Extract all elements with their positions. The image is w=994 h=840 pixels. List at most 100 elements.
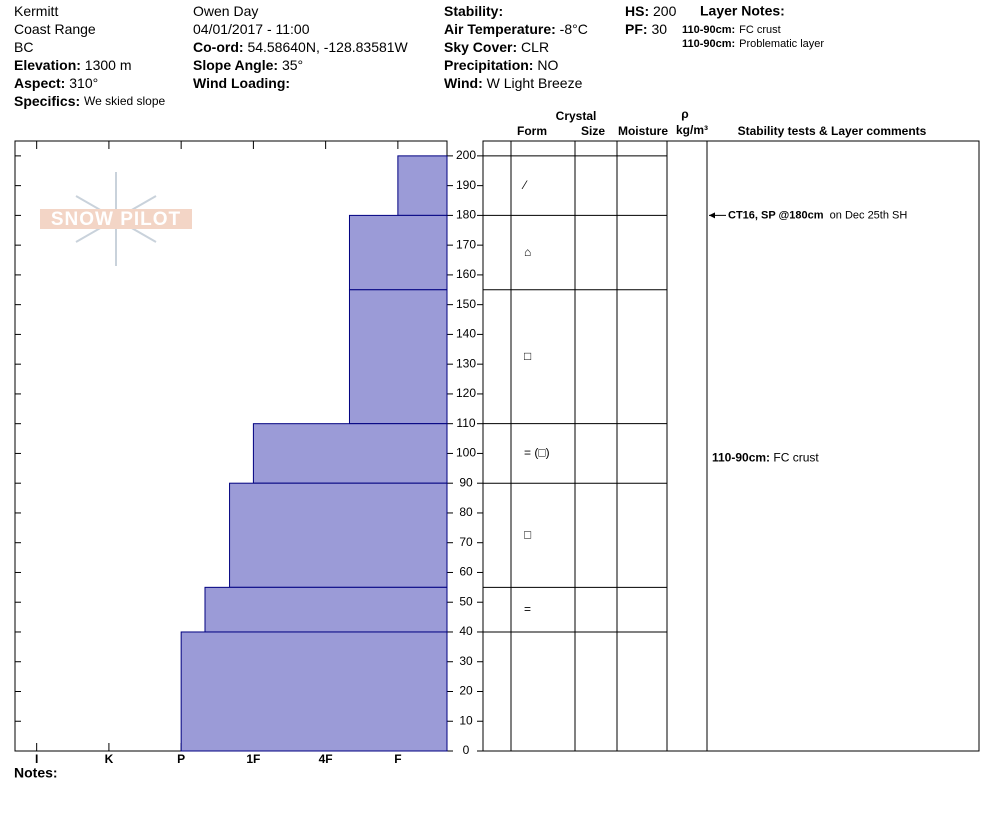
y-tick-label: 30 xyxy=(459,654,473,668)
header-field: Owen Day xyxy=(193,3,258,19)
y-tick-label: 60 xyxy=(459,565,473,579)
header-field: Air Temperature: -8°C xyxy=(444,21,588,37)
hardness-bar xyxy=(348,289,448,425)
y-tick-label: 90 xyxy=(459,475,473,489)
y-tick-label: 140 xyxy=(456,327,476,341)
logo-band xyxy=(40,209,192,229)
field-label: Specifics: xyxy=(14,93,80,109)
field-value: 54.58640N, -128.83581W xyxy=(247,39,408,55)
header-field: Slope Angle: 35° xyxy=(193,57,303,73)
header-field: 04/01/2017 - 11:00 xyxy=(193,21,310,37)
field-value: 30 xyxy=(651,21,667,37)
field-value: 1300 m xyxy=(85,57,132,73)
col-header: kg/m³ xyxy=(676,123,708,137)
col-header: Stability tests & Layer comments xyxy=(738,124,927,138)
field-label: 110-90cm: xyxy=(682,38,735,50)
y-tick-label: 200 xyxy=(456,148,476,162)
y-tick-label: 170 xyxy=(456,237,476,251)
y-tick-label: 80 xyxy=(459,505,473,519)
header-field: Wind Loading: xyxy=(193,75,290,91)
header-field: Aspect: 310° xyxy=(14,75,98,91)
header-field: 110-90cm: Problematic layer xyxy=(682,35,824,51)
x-tick-label: K xyxy=(105,752,114,766)
field-value: 35° xyxy=(282,57,303,73)
col-header: Moisture xyxy=(618,124,668,138)
field-label: Aspect: xyxy=(14,75,65,91)
test-text: on Dec 25th SH xyxy=(830,209,908,221)
hardness-bar xyxy=(397,155,448,216)
header-field: Kermitt xyxy=(14,3,58,19)
col-header: Size xyxy=(581,124,605,138)
layer-comment: 110-90cm: FC crust xyxy=(712,451,819,465)
x-tick-label: 4F xyxy=(319,752,333,766)
header-field: Wind: W Light Breeze xyxy=(444,75,583,91)
hardness-bar xyxy=(204,586,448,633)
grain-form: ⌂ xyxy=(524,245,531,259)
header-field: BC xyxy=(14,39,33,55)
y-tick-label: 180 xyxy=(456,208,476,222)
table-frame xyxy=(482,140,980,752)
notes-label: Notes: xyxy=(14,765,58,781)
comment-label: 110-90cm: xyxy=(712,451,770,465)
field-value: Coast Range xyxy=(14,21,96,37)
header-field: 110-90cm: FC crust xyxy=(682,21,781,37)
field-label: Air Temperature: xyxy=(444,21,556,37)
x-tick-label: 1F xyxy=(246,752,260,766)
field-value: CLR xyxy=(521,39,549,55)
y-tick-label: 190 xyxy=(456,178,476,192)
header-field: Co-ord: 54.58640N, -128.83581W xyxy=(193,39,409,55)
y-tick-label: 110 xyxy=(456,416,475,430)
grain-form: = (□) xyxy=(524,446,550,460)
grain-form: ⁄ xyxy=(521,178,528,192)
y-tick-label: 160 xyxy=(456,267,476,281)
field-label: Stability: xyxy=(444,3,503,19)
field-label: Elevation: xyxy=(14,57,81,73)
layer-notes-title: Layer Notes: xyxy=(700,3,785,19)
field-label: Wind: xyxy=(444,75,483,91)
grain-form: □ xyxy=(524,349,531,363)
field-value: W Light Breeze xyxy=(487,75,583,91)
test-label: CT16, SP @180cm xyxy=(728,209,824,221)
comment-text: FC crust xyxy=(773,451,819,465)
x-tick-label: P xyxy=(177,752,185,766)
header-field: Precipitation: NO xyxy=(444,57,558,73)
header-field: Stability: xyxy=(444,3,503,19)
hardness-bar xyxy=(348,214,448,291)
logo: SNOW PILOT xyxy=(40,172,192,266)
field-value: 310° xyxy=(69,75,98,91)
y-tick-label: 40 xyxy=(459,624,473,638)
field-label: 110-90cm: xyxy=(682,24,735,36)
col-header: Form xyxy=(517,124,547,138)
field-value: -8°C xyxy=(560,21,588,37)
y-tick-label: 10 xyxy=(459,713,473,727)
header-field: Specifics: We skied slope xyxy=(14,93,166,109)
stability-test: CT16, SP @180cm on Dec 25th SH xyxy=(728,209,907,221)
x-tick-label: F xyxy=(394,752,401,766)
y-tick-label: 0 xyxy=(463,743,470,757)
arrow-head xyxy=(709,212,715,219)
y-tick-label: 120 xyxy=(456,386,476,400)
hardness-bar xyxy=(180,631,448,752)
hardness-bar xyxy=(252,423,448,484)
y-tick-label: 50 xyxy=(459,594,473,608)
field-label: Precipitation: xyxy=(444,57,533,73)
grain-form: = xyxy=(524,602,531,616)
field-value: NO xyxy=(537,57,558,73)
y-tick-label: 20 xyxy=(459,684,473,698)
header-field: HS: 200 xyxy=(625,3,677,19)
hardness-bar xyxy=(229,482,448,588)
field-value: 200 xyxy=(653,3,677,19)
field-label: Co-ord: xyxy=(193,39,244,55)
header-field: Sky Cover: CLR xyxy=(444,39,549,55)
header-field: Elevation: 1300 m xyxy=(14,57,132,73)
field-value: Kermitt xyxy=(14,3,58,19)
field-label: PF: xyxy=(625,21,648,37)
field-label: Wind Loading: xyxy=(193,75,290,91)
field-value: Owen Day xyxy=(193,3,258,19)
grain-form: □ xyxy=(524,527,531,541)
y-tick-label: 150 xyxy=(456,297,476,311)
field-value: We skied slope xyxy=(84,94,165,108)
x-tick-label: I xyxy=(35,752,38,766)
field-label: Slope Angle: xyxy=(193,57,278,73)
